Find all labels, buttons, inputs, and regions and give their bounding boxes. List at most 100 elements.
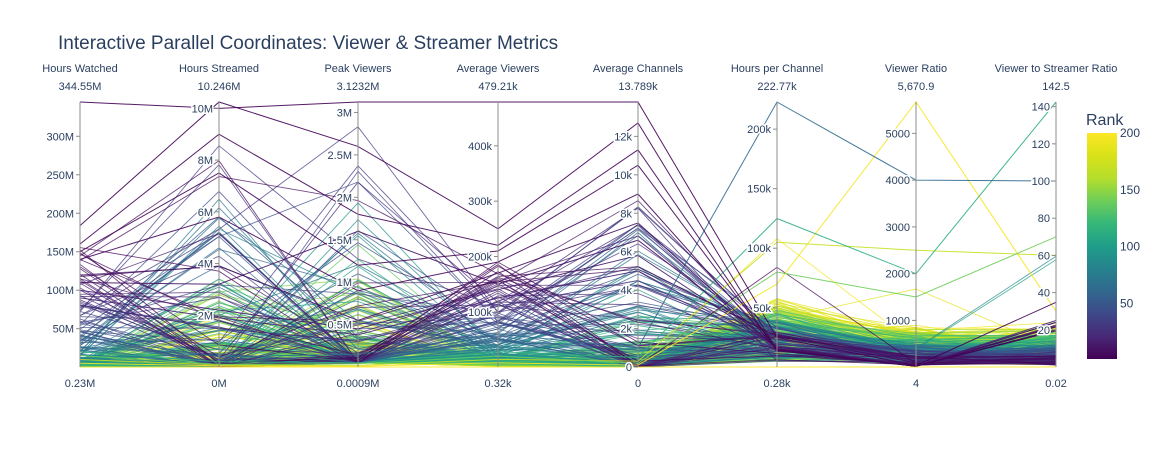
polyline-rank — [79, 235, 1057, 368]
axis-tick-label: 6M — [198, 207, 213, 219]
polyline-rank — [79, 190, 1057, 366]
colorbar-tick-label: 150 — [1120, 183, 1140, 197]
colorbar: Rank 50 100 150 200 — [1086, 112, 1140, 359]
colorbar-tick-label: 50 — [1120, 296, 1134, 310]
polyline-rank — [79, 176, 1057, 365]
axis-tick-label: 80 — [1038, 213, 1050, 225]
axis-tick-label: 3000 — [886, 222, 910, 234]
axis-tick-label: 0.5M — [328, 320, 352, 332]
axis-title: Hours Streamed — [179, 63, 259, 75]
axis-tick-label: 8M — [198, 155, 213, 167]
axis-viewer-to-streamer-ratio[interactable]: Viewer to Streamer Ratio 142.5 0.02 20 40 60 8… — [995, 63, 1118, 390]
axis-hours-streamed[interactable]: Hours Streamed 10.246M 0M 2M 4M 6M 8M 10M — [179, 63, 259, 390]
colorbar-ticks: 50 100 150 200 — [1120, 126, 1140, 310]
axis-tick-label: 2000 — [886, 269, 910, 281]
polyline-rank — [79, 253, 1057, 366]
axis-peak-viewers[interactable]: Peak Viewers 3.1232M 0.0009M 0.5M 1M 1.5M 2M 2.… — [324, 63, 392, 390]
axis-tick-label: 250M — [46, 170, 74, 182]
polyline-rank — [79, 259, 1057, 368]
axis-tick-label: 0 — [626, 362, 632, 374]
axis-tick-label: 50k — [753, 303, 771, 315]
axis-tick-label: 200k — [468, 252, 492, 264]
axis-min-label: 0.0009M — [337, 378, 380, 390]
axis-min-label: 0.02 — [1045, 378, 1066, 390]
axis-tick-label: 100 — [1032, 176, 1050, 188]
axis-tick-label: 12k — [614, 131, 632, 143]
axis-title: Average Channels — [593, 63, 684, 75]
axis-max-label: 13.789k — [618, 81, 658, 93]
axis-min-label: 0.23M — [65, 378, 96, 390]
axis-tick-label: 6k — [620, 247, 632, 259]
colorbar-tick-label: 100 — [1120, 240, 1140, 254]
polyline-rank-highlight — [79, 101, 1057, 358]
polyline-rank — [79, 266, 1057, 358]
axis-tick-label: 1000 — [886, 315, 910, 327]
axis-tick-label: 4000 — [886, 175, 910, 187]
axis-tick-label: 8k — [620, 208, 632, 220]
polyline-rank — [79, 231, 1057, 367]
polyline-rank — [79, 247, 1057, 367]
axis-tick-label: 150k — [747, 184, 771, 196]
chart-title: Interactive Parallel Coordinates: Viewer… — [58, 33, 559, 54]
axis-max-label: 222.77k — [757, 81, 797, 93]
axis-tick-label: 400k — [468, 141, 492, 153]
axis-max-label: 10.246M — [198, 81, 241, 93]
axis-tick-label: 10M — [192, 103, 213, 115]
axis-tick-label: 300k — [468, 196, 492, 208]
axis-tick-label: 2k — [620, 324, 632, 336]
axis-max-label: 479.21k — [478, 81, 518, 93]
axes-layer: Hours Watched344.55M0.23M50M100M150M200M… — [42, 63, 1117, 390]
polyline-rank-highlight — [79, 236, 1057, 365]
axis-tick-label: 100k — [747, 243, 771, 255]
polyline-rank — [79, 247, 1057, 366]
axis-tick-label: 50M — [53, 324, 74, 336]
axis-tick-label: 10k — [614, 170, 632, 182]
axis-average-viewers[interactable]: Average Viewers 479.21k 0.32k 100k 200k 300k 4… — [457, 63, 540, 390]
axis-tick-label: 100M — [46, 285, 74, 297]
axis-hours-per-channel[interactable]: Hours per Channel 222.77k 0.28k 50k 100k 150k… — [731, 63, 823, 390]
axis-min-label: 0M — [211, 378, 226, 390]
axis-max-label: 5,670.9 — [898, 81, 935, 93]
axis-title: Hours Watched — [42, 63, 117, 75]
axis-tick-label: 200M — [46, 208, 74, 220]
axis-tick-label: 120 — [1032, 139, 1050, 151]
axis-max-label: 142.5 — [1042, 81, 1070, 93]
axis-tick-label: 1.5M — [328, 235, 352, 247]
axis-tick-label: 2.5M — [328, 150, 352, 162]
polyline-rank-highlight — [79, 241, 1057, 366]
axis-tick-label: 200k — [747, 124, 771, 136]
axis-tick-label: 5000 — [886, 128, 910, 140]
polylines-layer — [79, 101, 1057, 368]
polyline-rank-highlight — [79, 101, 1057, 367]
polyline-rank-highlight — [79, 101, 1057, 364]
axis-title: Viewer Ratio — [885, 63, 947, 75]
axis-tick-label: 2M — [337, 192, 352, 204]
axis-tick-label: 40 — [1038, 288, 1050, 300]
axis-title: Viewer to Streamer Ratio — [995, 63, 1118, 75]
axis-tick-label: 140 — [1032, 102, 1050, 114]
axis-tick-label: 300M — [46, 131, 74, 143]
axis-tick-label: 1M — [337, 277, 352, 289]
axis-tick-label: 150M — [46, 247, 74, 259]
axis-tick-label: 60 — [1038, 250, 1050, 262]
axis-viewer-ratio[interactable]: Viewer Ratio 5,670.9 4 1000 2000 3000 4000 5000 — [884, 63, 947, 390]
axis-title: Average Viewers — [457, 63, 540, 75]
polyline-rank — [79, 200, 1057, 367]
colorbar-title: Rank — [1086, 112, 1124, 129]
polyline-rank-highlight — [79, 101, 1057, 367]
axis-min-label: 0.32k — [485, 378, 512, 390]
axis-min-label: 0 — [635, 378, 641, 390]
axis-tick-label: 3M — [337, 107, 352, 119]
axis-hours-watched[interactable]: Hours Watched 344.55M 0.23M 50M 100M 150M 200M… — [42, 63, 117, 390]
axis-average-channels[interactable]: Average Channels 13.789k 00 2k 4k 6k 8k 10k 12k — [593, 63, 684, 390]
axis-tick-label: 20 — [1038, 325, 1050, 337]
axis-title: Peak Viewers — [324, 63, 392, 75]
polyline-rank-highlight — [79, 101, 1057, 367]
axis-tick-label: 4M — [198, 259, 213, 271]
colorbar-tick-label: 200 — [1120, 126, 1140, 140]
axis-tick-label: 2M — [198, 310, 213, 322]
axis-tick-label: 100k — [468, 307, 492, 319]
axis-max-label: 344.55M — [59, 81, 102, 93]
